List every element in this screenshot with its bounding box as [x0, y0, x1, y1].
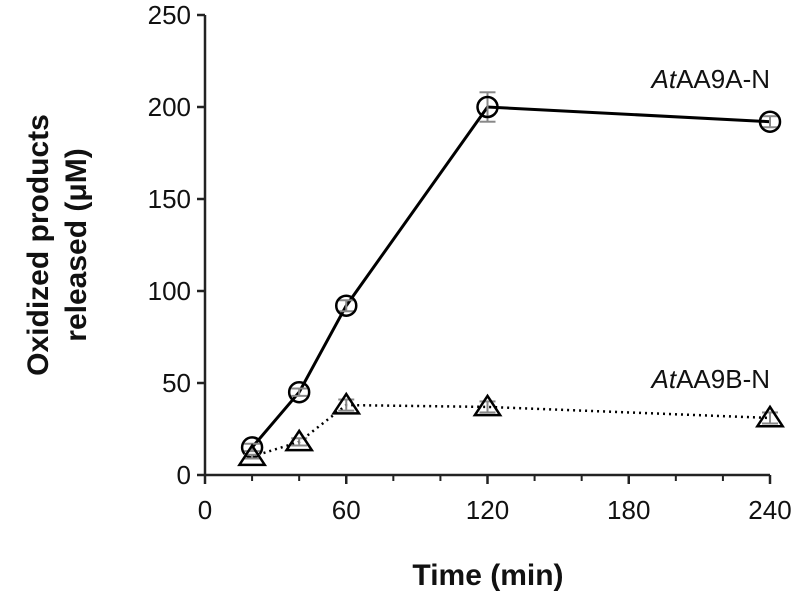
- data-point-circle: [335, 294, 358, 317]
- data-point-circle: [287, 380, 311, 404]
- x-tick-label: 120: [466, 495, 509, 525]
- error-bar: [762, 115, 778, 129]
- series-label-a9b: AtAA9B-N: [650, 364, 771, 394]
- series-label-a9a-suffix: AA9A-N: [676, 64, 770, 94]
- x-tick-label: 240: [748, 495, 791, 525]
- series-line: [250, 105, 771, 449]
- data-point-circle: [476, 95, 499, 119]
- x-axis-title: Time (min): [412, 559, 563, 592]
- error-bar: [338, 299, 355, 313]
- data-point-circle: [758, 110, 782, 133]
- series-line: [251, 403, 771, 458]
- y-tick-label: 250: [148, 0, 191, 30]
- series-1: [240, 91, 782, 459]
- y-tick-label: 50: [162, 368, 191, 398]
- x-tick-label: 0: [198, 495, 212, 525]
- series-2: [237, 391, 785, 467]
- error-bar: [762, 411, 778, 425]
- y-tick-label: 0: [177, 460, 191, 490]
- error-bar: [479, 400, 496, 414]
- ticks: 0 50 100 150 200 250 0 60 120 180 240: [148, 0, 792, 525]
- y-tick-label: 200: [148, 92, 191, 122]
- series-label-a9a-prefix: At: [650, 64, 678, 94]
- error-bar: [291, 387, 308, 397]
- y-tick-label: 100: [148, 276, 191, 306]
- y-tick-label: 150: [148, 184, 191, 214]
- y-axis-title-line-1: Oxidized products: [22, 114, 55, 376]
- x-tick-label: 60: [332, 495, 361, 525]
- series-layer: [237, 91, 785, 467]
- y-axis-title-line-2: released (μM): [60, 148, 93, 341]
- data-point-triangle: [237, 443, 268, 467]
- series-label-a9a: AtAA9A-N: [650, 64, 771, 94]
- data-point-triangle: [284, 428, 315, 452]
- data-point-triangle: [331, 391, 362, 415]
- data-point-triangle: [472, 393, 503, 417]
- x-tick-label: 180: [607, 495, 650, 525]
- series-label-a9b-prefix: At: [650, 364, 678, 394]
- series-label-a9b-suffix: AA9B-N: [676, 364, 770, 394]
- data-point-triangle: [755, 404, 785, 428]
- error-bar: [338, 398, 355, 412]
